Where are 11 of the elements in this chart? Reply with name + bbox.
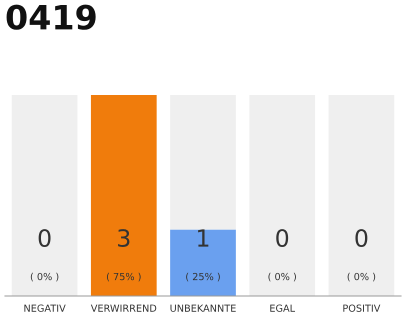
chart-title: 0419 xyxy=(6,4,96,30)
x-tick-label: UNBEKANNTE xyxy=(170,304,236,312)
x-tick-label: POSITIV xyxy=(343,304,380,312)
x-tick-label: NEGATIV xyxy=(24,304,66,312)
annotation: 3 ( 75% ) xyxy=(106,229,141,282)
annotation: 0 ( 0% ) xyxy=(268,229,296,282)
annotation: 1 ( 25% ) xyxy=(186,229,220,282)
annotation: 0 ( 0% ) xyxy=(348,229,376,282)
annotation: 0 ( 0% ) xyxy=(30,229,58,282)
x-tick-label: VERWIRREND xyxy=(90,304,156,312)
x-tick-label: EGAL xyxy=(270,304,296,312)
